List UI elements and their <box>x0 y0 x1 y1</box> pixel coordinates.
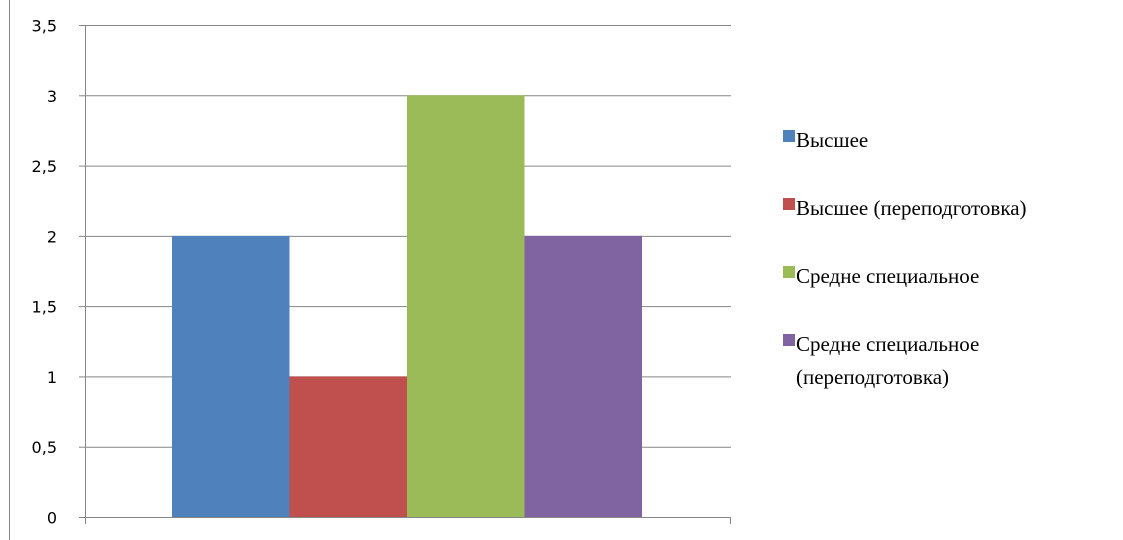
bars <box>172 95 642 518</box>
bar <box>407 95 525 518</box>
legend-label: Средне специальное <box>796 332 979 356</box>
legend-label: (переподготовка) <box>796 365 949 389</box>
y-tick-label: 3 <box>47 87 57 106</box>
y-tick-label: 0,5 <box>32 438 57 457</box>
y-tick-label: 2,5 <box>32 157 57 176</box>
y-tick-label: 3,5 <box>32 17 57 36</box>
legend-label: Средне специальное <box>796 264 979 288</box>
y-tick-label: 1 <box>47 368 57 387</box>
axes <box>79 25 731 524</box>
y-tick-label: 2 <box>47 227 57 246</box>
legend-swatch <box>783 334 795 346</box>
legend: Высшее Высшее (переподготовка) Средне спец… <box>783 128 1027 389</box>
y-tick-label: 0 <box>47 509 57 528</box>
legend-swatch <box>783 130 795 142</box>
legend-swatch <box>783 198 795 210</box>
bar <box>289 376 407 517</box>
legend-label: Высшее (переподготовка) <box>796 196 1027 220</box>
bar <box>172 235 290 517</box>
chart-area <box>9 0 1123 540</box>
bar <box>524 235 642 517</box>
y-axis-tick-labels: 0 0,5 1 1,5 2 2,5 3 3,5 <box>32 17 57 528</box>
y-tick-label: 1,5 <box>32 298 57 317</box>
legend-label: Высшее <box>796 128 868 152</box>
legend-swatch <box>783 266 795 278</box>
